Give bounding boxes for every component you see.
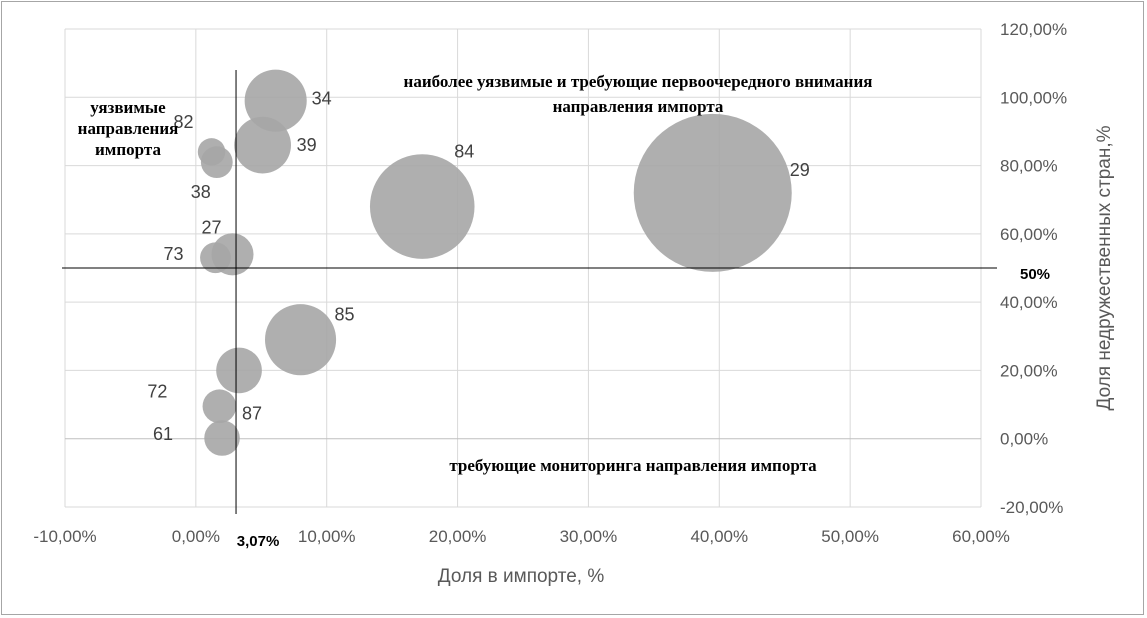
y-axis-title: Доля недружественных стран,%: [1094, 125, 1115, 410]
bubble-point: [200, 146, 233, 179]
bubble-point: [244, 69, 307, 132]
zone-label-priority: наиболее уязвимые и требующие первоочере…: [404, 72, 873, 91]
bubble-label: 84: [454, 142, 474, 162]
x-tick-label: 20,00%: [429, 527, 487, 546]
bubble-label: 29: [790, 160, 810, 180]
bubble-label: 85: [335, 305, 355, 325]
bubble-label: 61: [153, 424, 173, 444]
zone-label-vulnerable: уязвимые: [90, 98, 166, 117]
bubble-point: [202, 389, 237, 424]
x-tick-label: 60,00%: [952, 527, 1010, 546]
zone-label-vulnerable: направления: [78, 119, 179, 138]
zone-label-vulnerable: импорта: [95, 140, 161, 159]
bubble-label: 73: [163, 244, 183, 264]
y-tick-label: 80,00%: [1000, 157, 1058, 176]
bubble-label: 38: [191, 182, 211, 202]
zone-label-monitoring: требующие мониторинга направления импорт…: [449, 456, 817, 475]
labels: 34 39 82 38 84 29 27 73 85 87 72 61 наиболее уязвимы…: [78, 72, 873, 475]
y-tick-label: 100,00%: [1000, 88, 1067, 107]
bubble-label: 87: [242, 403, 262, 423]
y-tick-label: 60,00%: [1000, 225, 1058, 244]
bubble-point: [234, 116, 291, 174]
bubble-point: [204, 420, 240, 456]
bubble-point: [216, 347, 262, 394]
bubble-point: [369, 154, 475, 259]
y-tick-label: 120,00%: [1000, 20, 1067, 39]
x-tick-label: 40,00%: [690, 527, 748, 546]
x-tick-label: 30,00%: [560, 527, 618, 546]
y-tick-label: 40,00%: [1000, 293, 1058, 312]
threshold-lines: 3,07% 50%: [62, 70, 1050, 550]
x-tick-label: 0,00%: [172, 527, 220, 546]
x-tick-label: 50,00%: [821, 527, 879, 546]
bubble-point: [200, 242, 231, 274]
y-tick-label: -20,00%: [1000, 498, 1063, 517]
y-tick-label: 0,00%: [1000, 430, 1048, 449]
x-threshold-label: 3,07%: [237, 533, 280, 550]
bubbles: [197, 69, 792, 456]
x-tick-label: 10,00%: [298, 527, 356, 546]
bubble-label: 27: [201, 217, 221, 237]
y-threshold-label: 50%: [1020, 266, 1050, 283]
bubble-point: [633, 113, 792, 272]
bubble-point: [264, 304, 337, 376]
x-axis-title: Доля в импорте, %: [438, 566, 605, 587]
x-tick-label: -10,00%: [33, 527, 96, 546]
bubble-label: 39: [297, 135, 317, 155]
bubble-label: 72: [147, 381, 167, 401]
zone-label-priority: направления импорта: [553, 97, 724, 116]
bubble-label: 82: [174, 112, 194, 132]
bubble-label: 34: [312, 89, 332, 109]
y-tick-label: 20,00%: [1000, 361, 1058, 380]
